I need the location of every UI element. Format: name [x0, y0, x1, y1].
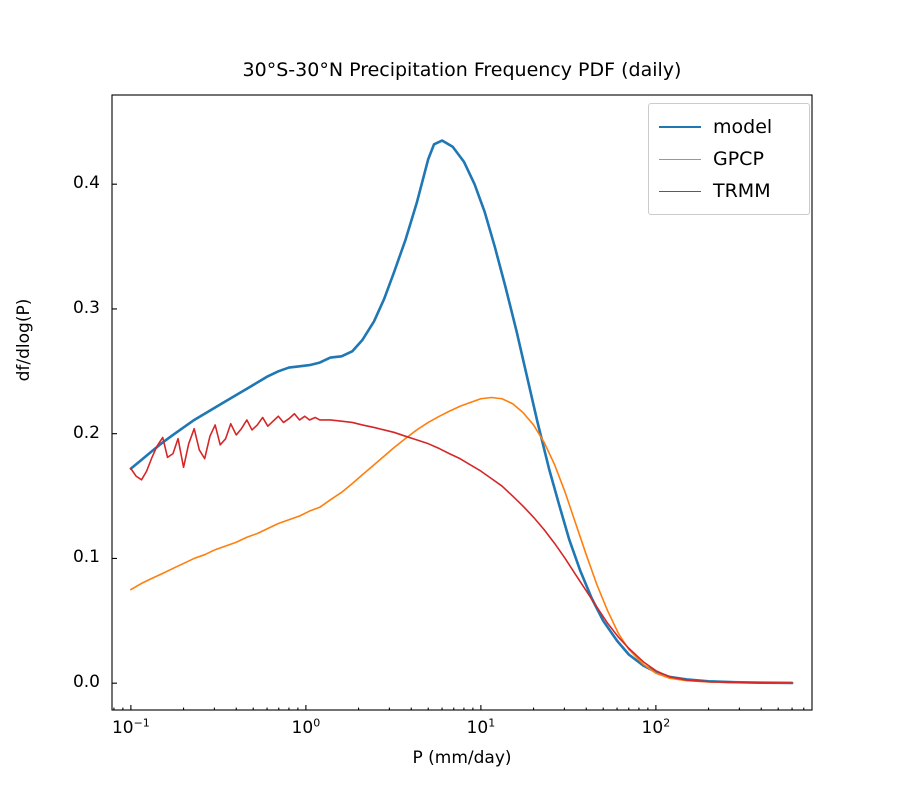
- chart-title: 30°S-30°N Precipitation Frequency PDF (d…: [242, 59, 682, 81]
- y-tick-label: 0.4: [72, 173, 100, 194]
- legend-item-gpcp: GPCP: [659, 143, 799, 175]
- legend-item-trmm: TRMM: [659, 175, 799, 207]
- axes-frame: [111, 94, 813, 711]
- y-tick-label: 0.1: [72, 547, 100, 568]
- series-line-model: [129, 139, 794, 685]
- legend-label: TRMM: [713, 180, 771, 202]
- x-tick-label: 101: [466, 716, 496, 738]
- legend-swatch-gpcp: [659, 158, 701, 160]
- axis-ticks: [112, 183, 805, 710]
- y-tick-label: 0.0: [72, 672, 100, 693]
- y-tick-label: 0.3: [72, 297, 100, 318]
- series-line-gpcp: [130, 396, 793, 684]
- y-tick-label: 0.2: [72, 422, 100, 443]
- legend-swatch-model: [659, 126, 701, 128]
- series-line-trmm: [130, 412, 793, 684]
- chart-legend: model GPCP TRMM: [648, 103, 810, 215]
- x-tick-label: 10−1: [111, 716, 150, 738]
- x-tick-label: 102: [641, 716, 671, 738]
- y-axis-label: df/dlog(P): [14, 298, 34, 382]
- x-axis-label: P (mm/day): [412, 748, 512, 768]
- legend-item-model: model: [659, 111, 799, 143]
- data-series-group: [129, 139, 794, 685]
- legend-label: GPCP: [713, 148, 764, 170]
- legend-swatch-trmm: [659, 190, 701, 192]
- legend-label: model: [713, 116, 773, 138]
- x-tick-label: 100: [291, 716, 321, 738]
